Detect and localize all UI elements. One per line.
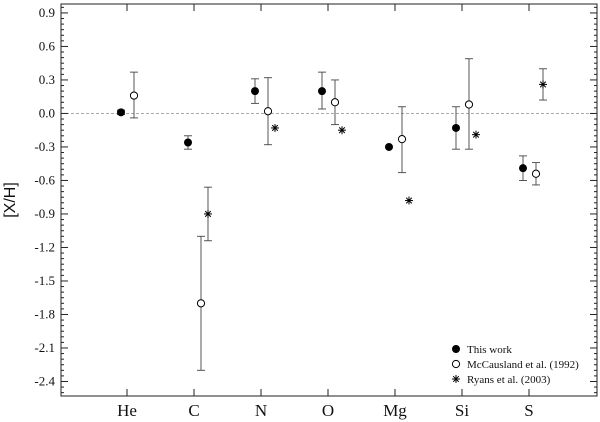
y-tick-label: -1.5 — [34, 273, 55, 288]
data-point — [472, 130, 480, 139]
data-point — [539, 80, 547, 89]
legend: This work McCausland et al. (1992) Ryans e… — [451, 344, 579, 386]
legend-marker — [452, 345, 460, 353]
data-point — [330, 98, 340, 107]
y-tick-label: -2.4 — [34, 373, 55, 388]
x-tick-label: N — [255, 401, 267, 420]
data-point — [531, 169, 541, 178]
data-point — [196, 299, 206, 308]
x-tick-label: O — [322, 401, 334, 420]
legend-marker — [452, 375, 460, 383]
x-tick-label: C — [188, 401, 199, 420]
x-tick-label: Mg — [383, 401, 407, 420]
data-point — [397, 135, 407, 144]
y-tick-label: -1.2 — [34, 239, 55, 254]
data-point — [464, 100, 474, 109]
y-axis-label: [X/H] — [2, 182, 19, 218]
data-point — [117, 108, 125, 117]
y-tick-label: 0.0 — [39, 105, 55, 120]
y-tick-label: 0.6 — [39, 38, 56, 53]
data-point — [271, 123, 279, 132]
y-tick-label: -0.9 — [34, 206, 55, 221]
data-point — [251, 87, 259, 96]
series-2 — [204, 68, 547, 242]
y-tick-label: -1.8 — [34, 306, 55, 321]
y-tick-label: 0.3 — [39, 72, 55, 87]
data-series — [117, 58, 547, 371]
y-axis-ticks: 0.9 0.6 0.3 0.0 -0.3 -0.6 -0.9 -1.2 -1.5 -1.8 -2.1… — [34, 5, 597, 394]
legend-label: This work — [467, 344, 512, 356]
data-point — [405, 196, 413, 205]
x-tick-label: He — [117, 401, 137, 420]
series-1 — [129, 58, 541, 371]
data-point — [184, 138, 192, 147]
data-point — [129, 91, 139, 100]
data-point — [338, 126, 346, 135]
y-tick-label: -0.3 — [34, 139, 55, 154]
y-tick-label: 0.9 — [39, 5, 55, 20]
data-point — [385, 142, 393, 151]
data-point — [452, 123, 460, 132]
legend-marker — [451, 359, 461, 369]
data-point — [204, 209, 212, 218]
y-tick-label: -0.6 — [34, 172, 55, 187]
plot-frame — [60, 3, 598, 397]
data-point — [263, 107, 273, 116]
legend-label: McCausland et al. (1992) — [467, 359, 579, 371]
data-point — [519, 164, 527, 173]
y-tick-label: -2.1 — [34, 340, 55, 355]
x-axis-ticks: He C N O Mg Si S — [117, 4, 534, 420]
legend-label: Ryans et al. (2003) — [467, 374, 551, 386]
data-point — [318, 87, 326, 96]
x-tick-label: Si — [455, 401, 469, 420]
series-0 — [117, 71, 527, 181]
x-tick-label: S — [524, 401, 533, 420]
